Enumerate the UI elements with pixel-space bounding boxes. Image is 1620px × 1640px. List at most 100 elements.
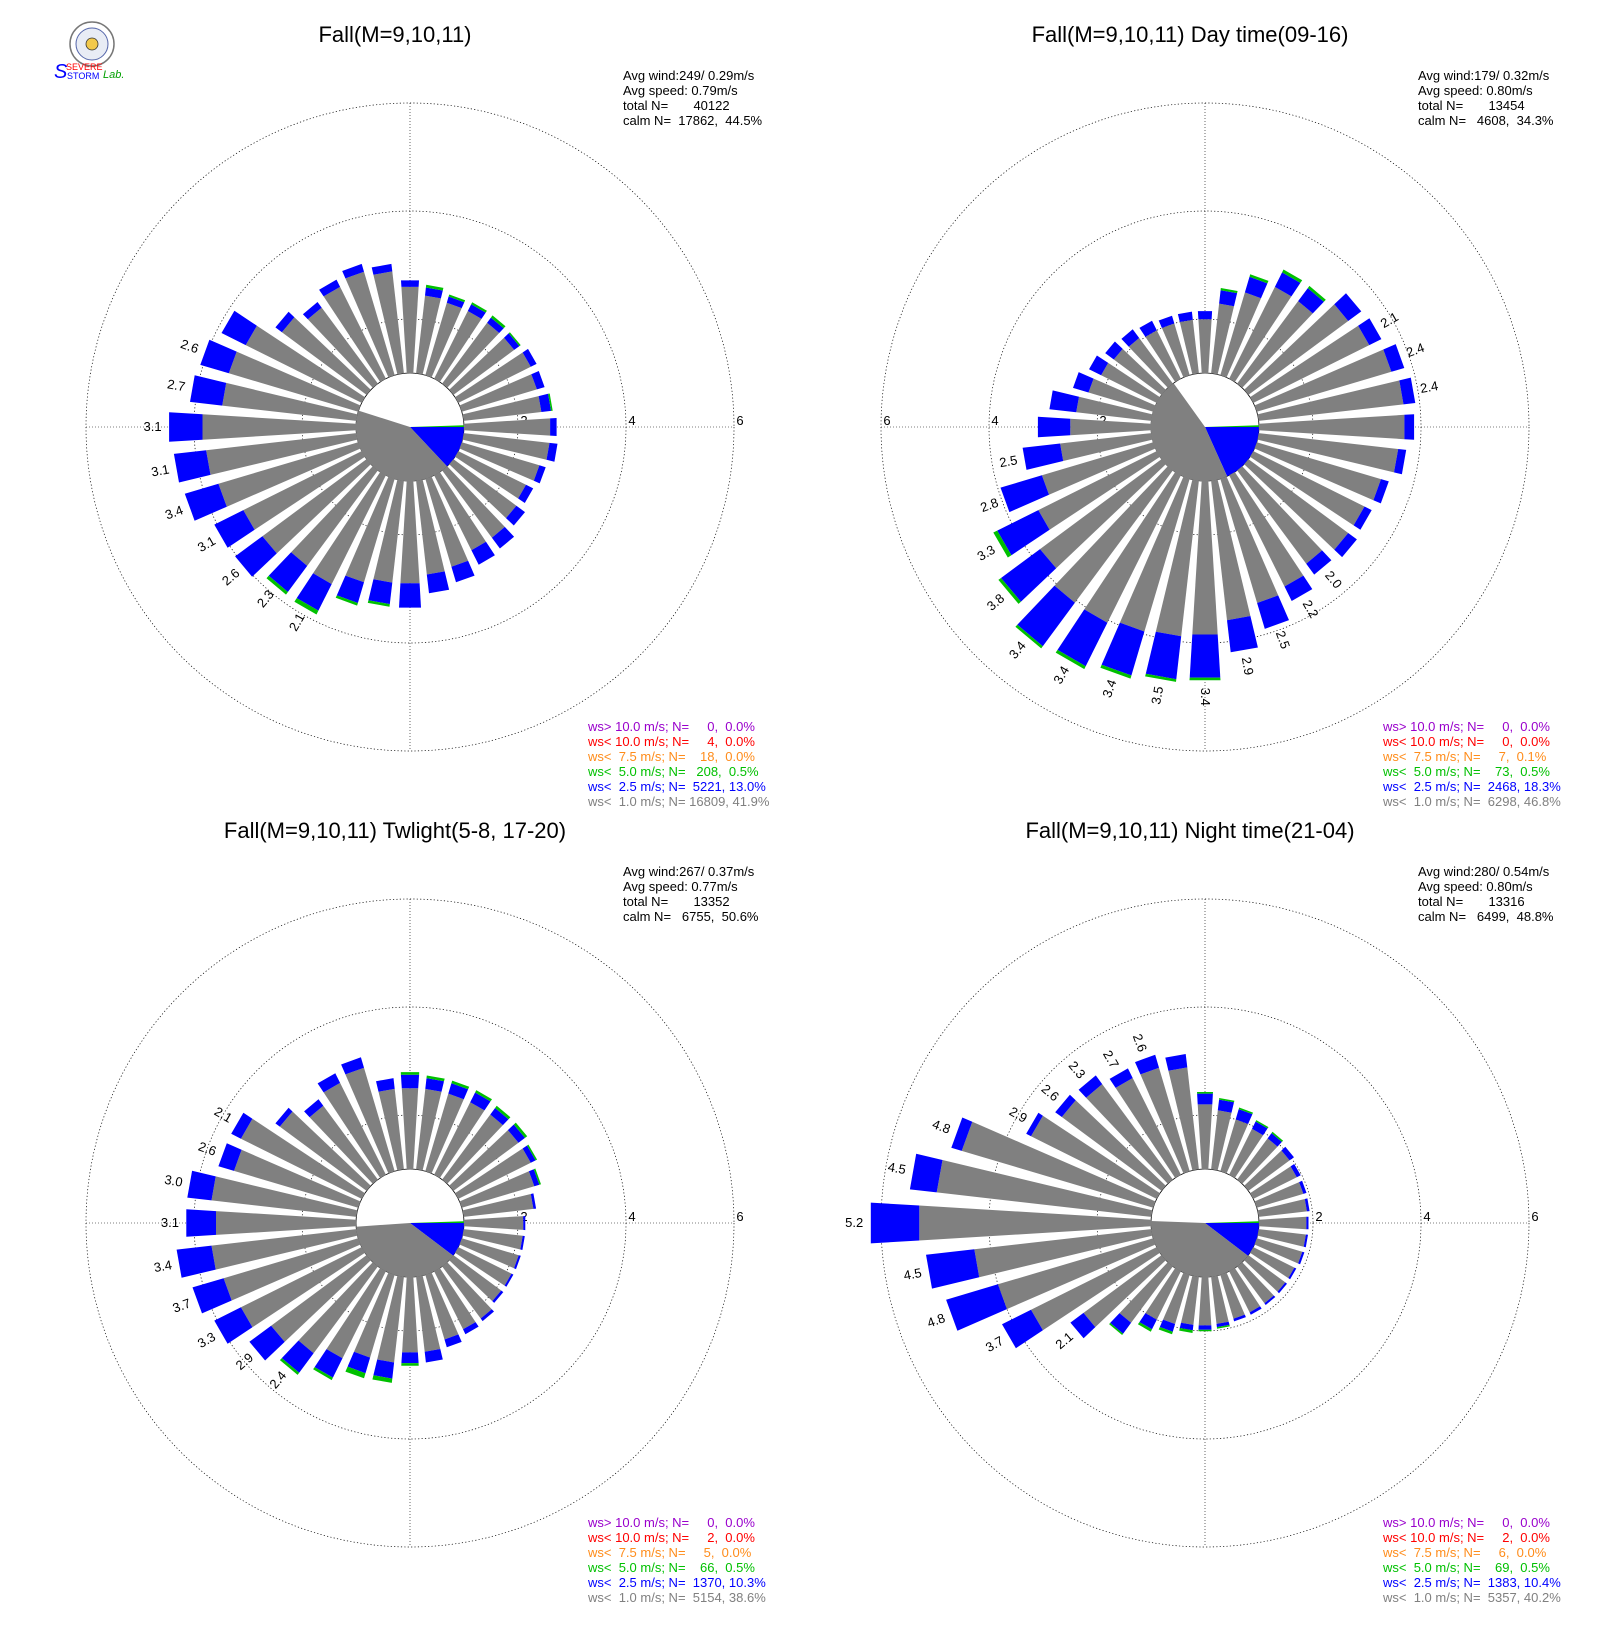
bar-segment-gray (1254, 442, 1381, 501)
bar-segment-gray (1237, 466, 1323, 564)
bar-segment-green (1179, 1328, 1193, 1333)
bar-segment-green (345, 1366, 366, 1379)
bar-segment-green (425, 284, 444, 291)
bar-segment-gray (243, 451, 365, 530)
bar-50 (449, 332, 521, 395)
bar-segment-gray (1119, 1262, 1173, 1323)
bar-segment-blue (1055, 1094, 1076, 1117)
bar-40 (442, 1105, 511, 1184)
legend-entry: ws< 7.5 m/s; N= 18, 0.0% (587, 749, 755, 764)
bar-segment-blue (870, 1202, 920, 1244)
bar-segment-blue (1288, 1267, 1297, 1280)
bar-segment-blue (504, 333, 520, 350)
bar-segment-green (490, 315, 506, 329)
legend-entry: ws< 10.0 m/s; N= 2, 0.0% (1382, 1530, 1550, 1545)
bar-segment-green (1197, 1092, 1213, 1094)
bar-120 (455, 451, 534, 503)
bar-segment-blue (368, 579, 393, 605)
bar-segment-gray (997, 1238, 1156, 1310)
bar-segment-blue (1197, 311, 1213, 320)
bar-label: 2.2 (1300, 597, 1322, 620)
bar-segment-green (998, 578, 1021, 604)
ring-label: 6 (736, 413, 743, 428)
bar-segment-blue (531, 371, 545, 390)
bar-segment-blue (319, 279, 341, 297)
bar-140 (1237, 1262, 1276, 1305)
logo-text-severe: SEVERE (66, 62, 103, 72)
stat-line: Avg wind:249/ 0.29m/s (623, 68, 755, 83)
legend-entry: ws< 2.5 m/s; N= 5221, 13.0% (587, 779, 766, 794)
panel-title: Fall(M=9,10,11) (318, 22, 471, 47)
bar-segment-gray (1041, 442, 1156, 495)
bar-70 (459, 1168, 541, 1208)
bar-segment-blue (1165, 1054, 1188, 1071)
ring-label: 6 (883, 413, 890, 428)
bar-segment-gray (206, 433, 358, 475)
legend-entry: ws< 2.5 m/s; N= 2468, 18.3% (1382, 779, 1561, 794)
bar-segment-blue (487, 317, 504, 333)
calm-pie (1150, 1168, 1260, 1278)
bar-segment-blue (1159, 1319, 1176, 1332)
bar-label: 2.9 (233, 1350, 256, 1373)
bar-segment-blue (1139, 1313, 1157, 1330)
bar-segment-gray (1254, 1238, 1303, 1264)
bar-segment-blue (492, 1290, 504, 1303)
bar-120 (1250, 1247, 1297, 1280)
panel-title: Fall(M=9,10,11) Twlight(5-8, 17-20) (224, 818, 566, 843)
bar-60 (455, 1144, 538, 1199)
bar-segment-gray (1076, 396, 1153, 421)
bar-200 (1158, 1272, 1190, 1335)
bar-segment-gray (416, 1088, 442, 1171)
bar-segment-gray (442, 1262, 492, 1319)
bar-100 (462, 1229, 525, 1250)
bar-segment-blue (400, 1074, 420, 1089)
bar-segment-gray (1220, 292, 1261, 378)
logo-text-storm: STORM (67, 71, 99, 81)
calm-green-slice (1205, 1221, 1260, 1223)
legend-entry: ws< 1.0 m/s; N= 5154, 38.6% (587, 1590, 766, 1605)
bar-segment-green (1145, 673, 1177, 682)
bar-10 (1211, 1098, 1235, 1171)
bar-segment-green (313, 1367, 333, 1381)
bar-segment-blue (1281, 1146, 1294, 1161)
direction-bars: 2.12.42.42.02.22.52.93.43.53.43.43.43.83… (974, 269, 1439, 706)
calm-blue-slice (1205, 427, 1259, 477)
bar-segment-blue (1334, 533, 1357, 558)
bar-label: 2.5 (998, 452, 1018, 470)
bar-90 (463, 418, 557, 436)
bar-segment-gray (291, 466, 378, 566)
bar-segment-green (372, 1375, 393, 1383)
bar-180 (1198, 1276, 1212, 1332)
bar-170 (1211, 1275, 1230, 1329)
bar-segment-gray (1128, 338, 1173, 388)
bar-label: 2.1 (1378, 309, 1401, 331)
legend-entry: ws< 10.0 m/s; N= 0, 0.0% (1382, 734, 1550, 749)
calm-blue-slice (410, 1223, 465, 1256)
bar-330 (1139, 320, 1181, 382)
bar-250: 3.4 (163, 442, 361, 522)
bar-250: 2.8 (978, 442, 1156, 515)
bar-segment-blue (1373, 479, 1389, 504)
bar-0 (401, 280, 419, 374)
bar-30 (1229, 269, 1303, 382)
bar-170: 2.9 (1211, 479, 1258, 676)
bar-segment-gray (462, 433, 550, 460)
bar-300 (1089, 355, 1160, 403)
bar-340 (342, 263, 395, 378)
bar-segment-blue (470, 1092, 491, 1111)
bar-160 (425, 1272, 462, 1348)
bar-segment-gray (354, 1272, 395, 1358)
bar-segment-gray (1179, 319, 1199, 375)
bar-label: 4.8 (930, 1116, 952, 1136)
legend-entry: ws< 1.0 m/s; N= 5357, 40.2% (1382, 1590, 1561, 1605)
bar-30 (434, 302, 487, 382)
bar-0 (1197, 1092, 1213, 1170)
bar-90 (463, 1215, 526, 1231)
bar-segment-gray (425, 476, 469, 567)
bar-segment-blue (186, 1209, 216, 1237)
bar-segment-green (451, 1080, 470, 1090)
bar-segment-gray (1250, 451, 1365, 526)
bar-190: 3.5 (1145, 479, 1199, 706)
bar-40 (1237, 1131, 1284, 1184)
bar-350 (371, 263, 404, 375)
